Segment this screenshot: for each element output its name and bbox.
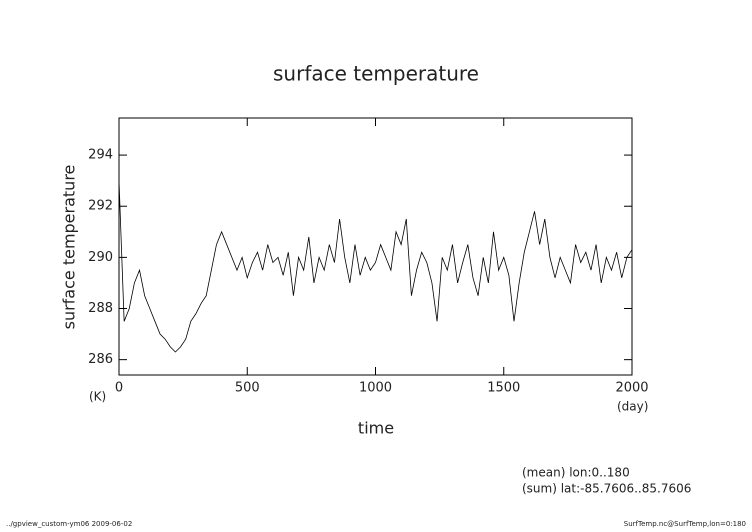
x-tick-label: 2000 [615, 381, 648, 396]
y-tick-label: 292 [88, 199, 113, 214]
y-tick-label: 294 [88, 148, 113, 163]
x-tick-label: 1000 [359, 381, 392, 396]
x-tick-label: 500 [235, 381, 260, 396]
x-tick-label: 0 [115, 381, 123, 396]
y-tick-label: 286 [88, 352, 113, 367]
note: (mean) lon:0..180 [522, 466, 630, 480]
y-tick-label: 288 [88, 301, 113, 316]
x-axis-label: time [358, 419, 394, 438]
y-axis-label: surface temperature [60, 165, 79, 330]
data-line [118, 180, 633, 353]
chart-title: surface temperature [273, 62, 479, 86]
x-tick-label: 1500 [487, 381, 520, 396]
plot-frame [118, 117, 633, 376]
footer-left: ../gpview_custom-ym06 2009-06-02 [6, 520, 132, 528]
y-tick-label: 290 [88, 250, 113, 265]
footer-right: SurfTemp.nc@SurfTemp,lon=0:180 [624, 520, 746, 528]
x-unit: (day) [617, 400, 648, 414]
note: (sum) lat:-85.7606..85.7606 [522, 482, 691, 496]
y-unit: (K) [89, 390, 106, 404]
